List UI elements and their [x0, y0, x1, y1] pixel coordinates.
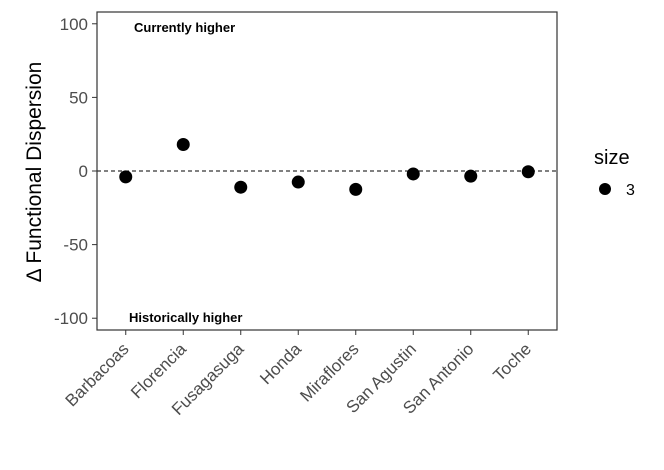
data-point [234, 180, 248, 194]
legend: size 3 [594, 147, 635, 199]
data-point [119, 170, 133, 184]
annotation-historically-higher: Historically higher [129, 310, 242, 325]
data-points [119, 138, 535, 196]
data-point [349, 182, 363, 196]
y-axis-title: Δ Functional Dispersion [23, 62, 46, 283]
y-tick-label: 100 [60, 15, 88, 34]
legend-key-point [599, 183, 611, 195]
x-tick-label: Toche [490, 339, 536, 385]
legend-label: 3 [626, 182, 635, 199]
y-tick-label: -50 [63, 236, 88, 255]
x-tick-label: Barbacoas [62, 339, 133, 410]
data-point [464, 169, 478, 183]
y-axis: -100 -50 0 50 100 [54, 15, 97, 328]
y-tick-label: 0 [79, 162, 88, 181]
y-tick-label: 50 [69, 88, 88, 107]
legend-title: size [594, 147, 630, 169]
x-tick-label: Honda [256, 339, 305, 388]
data-point [406, 167, 420, 181]
data-point [521, 165, 535, 179]
plot-border [96, 11, 558, 331]
y-tick-label: -100 [54, 309, 88, 328]
data-point [291, 175, 305, 189]
plot-area: Currently higher Historically higher [96, 11, 558, 331]
data-point [176, 138, 190, 151]
annotation-currently-higher: Currently higher [134, 20, 235, 35]
